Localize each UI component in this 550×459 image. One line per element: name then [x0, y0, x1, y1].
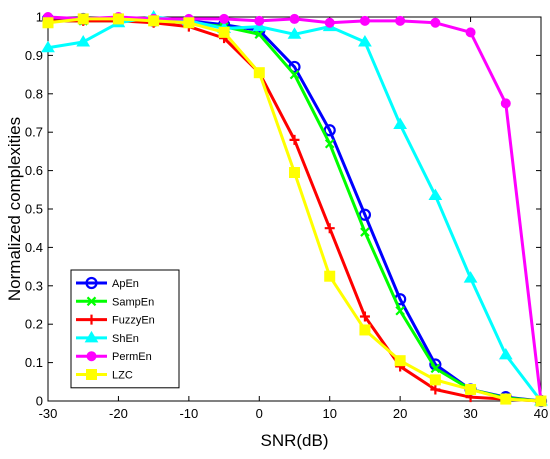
data-point	[535, 395, 547, 407]
data-point	[359, 324, 371, 336]
y-axis: 0 0.1 0.2 0.3 0.4 0.5 0.6 0.7 0.8 0.9 1	[25, 10, 541, 409]
legend-item: PermEn	[76, 351, 152, 363]
legend-label: PermEn	[112, 351, 152, 363]
y-axis-label: Normalized complexities	[5, 117, 24, 301]
data-point	[393, 117, 408, 130]
data-point	[253, 67, 265, 79]
data-point	[430, 17, 441, 28]
data-point	[219, 13, 230, 24]
y-tick-label: 0.8	[25, 86, 43, 101]
y-tick-label: 0.5	[25, 202, 43, 217]
legend-box	[70, 269, 180, 389]
legend-item: FuzzyEn	[76, 314, 155, 327]
data-point	[254, 29, 265, 40]
data-point	[498, 347, 513, 360]
legend-label: SampEn	[112, 296, 154, 308]
data-point	[112, 13, 124, 25]
data-point	[289, 69, 300, 80]
legend-label: ShEn	[112, 333, 139, 345]
legend-item: SampEn	[76, 296, 154, 308]
y-tick-label: 0.4	[25, 240, 43, 255]
x-tick-label: -30	[39, 406, 58, 421]
data-point	[360, 227, 370, 237]
data-point	[324, 223, 335, 234]
legend-item: LZC	[76, 369, 133, 382]
x-axis-label: SNR(dB)	[260, 431, 328, 450]
data-point	[500, 98, 511, 109]
data-point	[324, 270, 336, 282]
data-point	[395, 305, 405, 316]
legend-marker	[84, 330, 99, 343]
legend-item: ShEn	[76, 330, 139, 345]
x-tick-label: 20	[393, 406, 407, 421]
data-point	[395, 15, 406, 26]
legend: ApEn SampEn FuzzyEn ShEn PermEn LZC	[70, 269, 180, 389]
data-point	[430, 384, 441, 395]
legend-marker	[86, 351, 97, 362]
series-lzc	[42, 13, 547, 407]
y-tick-label: 0.6	[25, 163, 43, 178]
y-tick-label: 0.2	[25, 317, 43, 332]
data-point	[289, 13, 300, 24]
data-point	[465, 383, 477, 395]
data-point	[358, 34, 372, 47]
legend-label: FuzzyEn	[112, 315, 155, 327]
legend-marker	[86, 296, 97, 307]
data-point	[76, 34, 91, 47]
data-point	[254, 15, 265, 26]
data-point	[359, 15, 370, 26]
data-point	[218, 26, 230, 38]
series-permen	[43, 12, 546, 406]
data-point	[77, 13, 89, 25]
y-tick-label: 0.7	[25, 125, 43, 140]
y-tick-label: 0.9	[25, 48, 43, 63]
data-point	[463, 271, 478, 283]
data-point	[289, 134, 300, 145]
legend-marker	[85, 276, 98, 290]
data-point	[323, 124, 336, 137]
legend-item: ApEn	[76, 276, 139, 290]
legend-marker	[86, 314, 97, 325]
y-tick-label: 0	[36, 394, 43, 409]
series-layer	[41, 10, 548, 408]
data-point	[41, 40, 55, 53]
data-point	[465, 27, 476, 38]
y-tick-label: 0.3	[25, 278, 43, 293]
legend-label: LZC	[112, 370, 133, 382]
data-point	[324, 17, 335, 28]
data-point	[500, 393, 512, 405]
x-tick-label: 40	[534, 406, 548, 421]
data-point	[429, 374, 441, 386]
data-point	[359, 311, 370, 322]
data-point	[430, 363, 441, 374]
data-point	[287, 27, 302, 39]
data-point	[42, 17, 54, 29]
data-point	[428, 188, 443, 201]
x-tick-label: -20	[109, 406, 128, 421]
data-point	[358, 208, 372, 221]
data-point	[183, 17, 195, 29]
y-tick-label: 1	[36, 10, 43, 25]
data-point	[324, 138, 335, 149]
x-tick-label: 30	[463, 406, 477, 421]
y-tick-label: 0.1	[25, 355, 43, 370]
legend-marker	[86, 369, 97, 380]
data-point	[148, 15, 160, 27]
legend-label: ApEn	[112, 278, 139, 290]
data-point	[394, 355, 406, 367]
x-tick-label: -10	[179, 406, 198, 421]
x-tick-label: 0	[256, 406, 263, 421]
data-point	[289, 167, 300, 179]
x-tick-label: 10	[322, 406, 336, 421]
